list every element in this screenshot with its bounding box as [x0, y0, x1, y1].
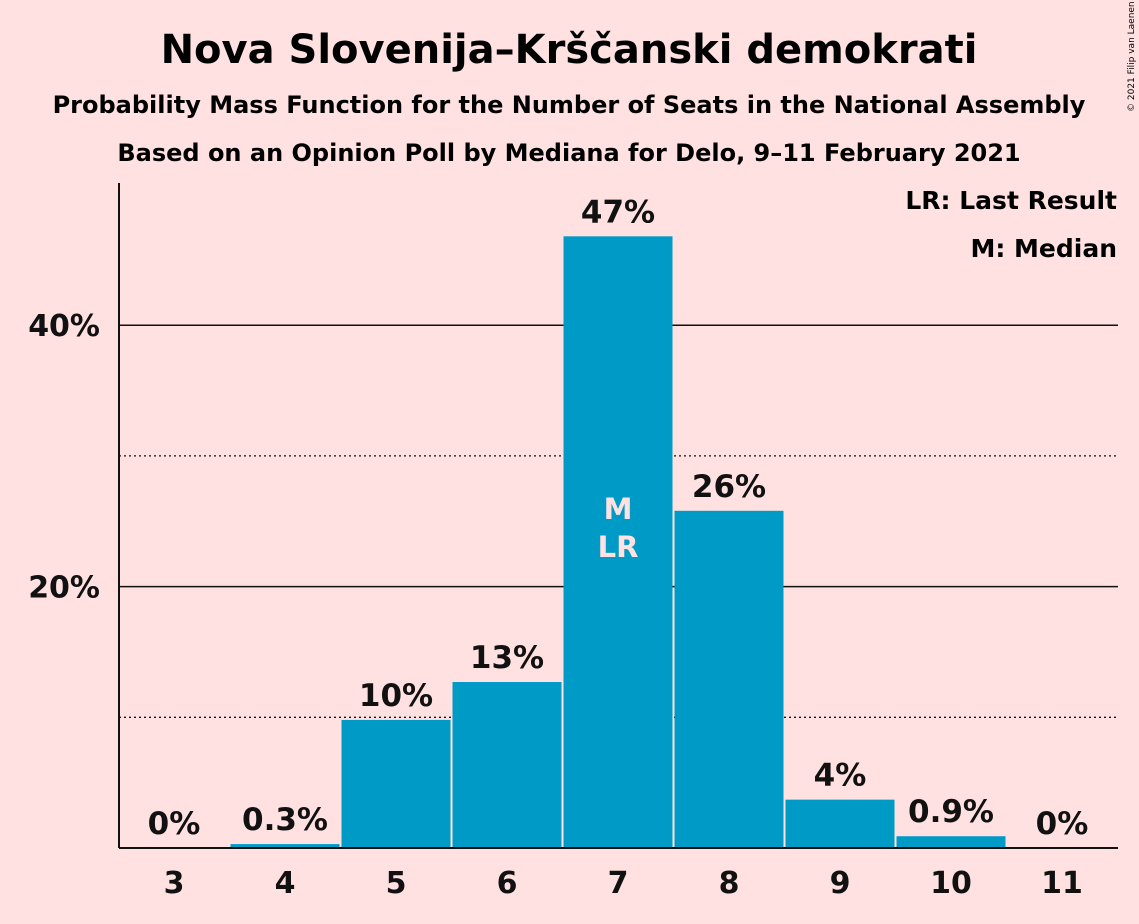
- data-label: 0.9%: [908, 794, 994, 830]
- y-tick-label: 40%: [28, 309, 100, 344]
- x-tick-label: 7: [608, 866, 629, 901]
- x-tick-label: 9: [830, 866, 851, 901]
- bar: [785, 799, 895, 848]
- bar: [563, 236, 673, 849]
- bar-marker-m: M: [604, 492, 633, 526]
- x-tick-label: 6: [497, 866, 518, 901]
- legend-last-result: LR: Last Result: [905, 186, 1117, 215]
- data-label: 0%: [1036, 806, 1089, 842]
- x-tick-label: 8: [719, 866, 740, 901]
- bar: [896, 836, 1006, 848]
- chart-title: Nova Slovenija–Krščanski demokrati: [161, 27, 978, 73]
- data-label: 26%: [692, 469, 766, 505]
- bar: [230, 844, 340, 848]
- data-label: 13%: [470, 640, 544, 676]
- data-label-halo: [588, 192, 648, 229]
- axes: 20% 40% 3 4 5 6 7 8 9 10 11: [28, 183, 1118, 901]
- copyright-notice: © 2021 Filip van Laenen: [1127, 1, 1137, 112]
- data-label: 10%: [359, 678, 433, 714]
- legend-median: M: Median: [970, 234, 1117, 263]
- x-tick-label: 11: [1041, 866, 1083, 901]
- bar-marker-lr: LR: [598, 530, 639, 564]
- data-label-halo: [699, 466, 759, 503]
- chart-source: Based on an Opinion Poll by Mediana for …: [117, 139, 1020, 167]
- x-tick-label: 3: [164, 866, 185, 901]
- data-label-halo: [366, 675, 426, 712]
- y-tick-label: 20%: [28, 571, 100, 606]
- data-label: 47%: [581, 194, 655, 230]
- data-label-halo: [911, 792, 991, 829]
- chart-subtitle: Probability Mass Function for the Number…: [53, 91, 1086, 119]
- data-label: 0.3%: [242, 802, 328, 838]
- data-label-halo: [820, 755, 860, 792]
- x-tick-label: 4: [275, 866, 296, 901]
- data-label-halo: [477, 638, 537, 675]
- data-labels: 0% 0.3% 10% 13% 47% 26% 4% 0.9% 0% M LR: [148, 194, 1089, 842]
- bars: [230, 236, 1006, 849]
- x-tick-label: 10: [930, 866, 972, 901]
- bar: [341, 719, 451, 848]
- data-label-halo: [245, 800, 325, 837]
- bar: [674, 510, 784, 848]
- x-tick-label: 5: [386, 866, 407, 901]
- data-label: 4%: [814, 758, 867, 794]
- gridlines: [119, 192, 1118, 837]
- data-label: 0%: [148, 806, 201, 842]
- bar: [452, 682, 562, 848]
